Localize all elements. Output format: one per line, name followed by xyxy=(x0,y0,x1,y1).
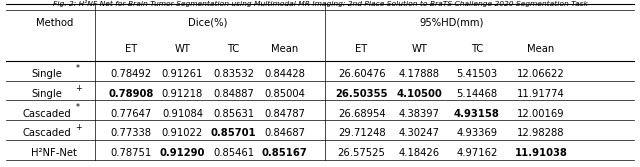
Text: 26.60476: 26.60476 xyxy=(338,69,385,79)
Text: 0.84687: 0.84687 xyxy=(264,128,305,138)
Text: 0.84787: 0.84787 xyxy=(264,109,305,119)
Text: 0.91261: 0.91261 xyxy=(162,69,203,79)
Text: 95%HD(mm): 95%HD(mm) xyxy=(419,18,483,28)
Text: 0.85701: 0.85701 xyxy=(211,128,257,138)
Text: Single: Single xyxy=(31,89,62,99)
Text: Fig. 2: H²NF-Net for Brain Tumor Segmentation using Multimodal MR Imaging: 2nd P: Fig. 2: H²NF-Net for Brain Tumor Segment… xyxy=(52,0,588,7)
Text: 4.93158: 4.93158 xyxy=(454,109,500,119)
Text: Cascaded: Cascaded xyxy=(22,128,71,138)
Text: 0.84428: 0.84428 xyxy=(264,69,305,79)
Text: 11.91774: 11.91774 xyxy=(517,89,564,99)
Text: 4.93369: 4.93369 xyxy=(456,128,497,138)
Text: ET: ET xyxy=(125,44,138,54)
Text: TC: TC xyxy=(470,44,483,54)
Text: 4.38397: 4.38397 xyxy=(399,109,440,119)
Text: 0.84887: 0.84887 xyxy=(213,89,254,99)
Text: *: * xyxy=(76,64,79,73)
Text: +: + xyxy=(76,84,82,93)
Text: 12.06622: 12.06622 xyxy=(517,69,564,79)
Text: WT: WT xyxy=(175,44,190,54)
Text: 0.85631: 0.85631 xyxy=(213,109,254,119)
Text: Single: Single xyxy=(31,69,62,79)
Text: 12.98288: 12.98288 xyxy=(517,128,564,138)
Text: 0.85004: 0.85004 xyxy=(264,89,305,99)
Text: 0.91084: 0.91084 xyxy=(162,109,203,119)
Text: 0.83532: 0.83532 xyxy=(213,69,254,79)
Text: 4.97162: 4.97162 xyxy=(456,148,497,158)
Text: 4.10500: 4.10500 xyxy=(396,89,442,99)
Text: 11.91038: 11.91038 xyxy=(515,148,567,158)
Text: H²NF-Net: H²NF-Net xyxy=(31,148,77,158)
Text: Mean: Mean xyxy=(271,44,298,54)
Text: 4.18426: 4.18426 xyxy=(399,148,440,158)
Text: 5.41503: 5.41503 xyxy=(456,69,497,79)
Text: WT: WT xyxy=(412,44,427,54)
Text: Method: Method xyxy=(36,18,73,28)
Text: 0.77338: 0.77338 xyxy=(111,128,152,138)
Text: 0.78908: 0.78908 xyxy=(109,89,154,99)
Text: 0.91218: 0.91218 xyxy=(162,89,203,99)
Text: Mean: Mean xyxy=(527,44,554,54)
Text: TC: TC xyxy=(227,44,240,54)
Text: 5.14468: 5.14468 xyxy=(456,89,497,99)
Text: 0.85167: 0.85167 xyxy=(262,148,308,158)
Text: 4.30247: 4.30247 xyxy=(399,128,440,138)
Text: Dice(%): Dice(%) xyxy=(188,18,228,28)
Text: 0.78751: 0.78751 xyxy=(111,148,152,158)
Text: 12.00169: 12.00169 xyxy=(517,109,564,119)
Text: 0.85461: 0.85461 xyxy=(213,148,254,158)
Text: Cascaded: Cascaded xyxy=(22,109,71,119)
Text: 4.17888: 4.17888 xyxy=(399,69,440,79)
Text: 0.78492: 0.78492 xyxy=(111,69,152,79)
Text: 0.91022: 0.91022 xyxy=(162,128,203,138)
Text: 26.50355: 26.50355 xyxy=(335,89,388,99)
Text: 26.57525: 26.57525 xyxy=(338,148,385,158)
Text: 0.91290: 0.91290 xyxy=(160,148,205,158)
Text: 29.71248: 29.71248 xyxy=(338,128,385,138)
Text: ET: ET xyxy=(355,44,368,54)
Text: *: * xyxy=(76,103,79,112)
Text: 0.77647: 0.77647 xyxy=(111,109,152,119)
Text: 26.68954: 26.68954 xyxy=(338,109,385,119)
Text: +: + xyxy=(76,123,82,132)
